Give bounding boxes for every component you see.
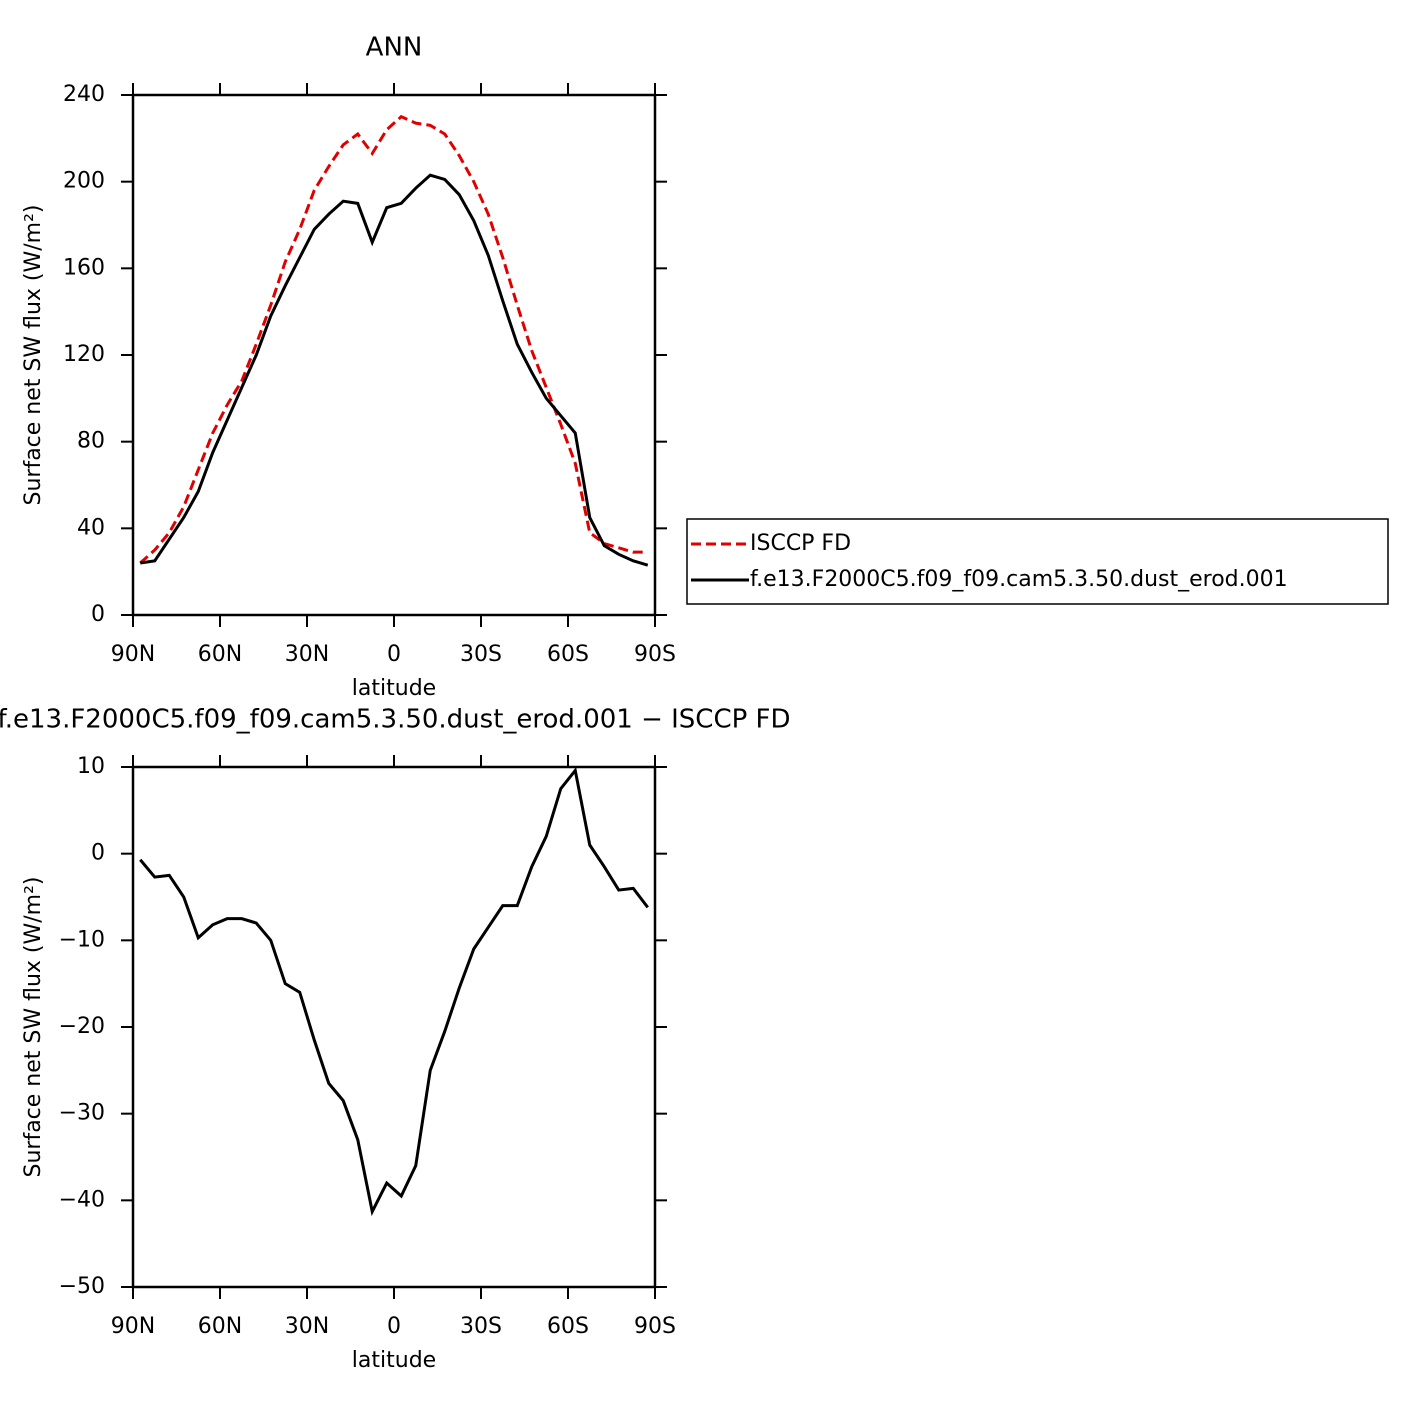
- x-tick-label: 30S: [460, 642, 502, 667]
- series-line: [140, 173, 649, 567]
- legend-box: [686, 518, 1389, 605]
- y-tick-label: −30: [59, 1101, 105, 1126]
- x-tick-label: 30N: [285, 642, 329, 667]
- y-tick-label: 0: [91, 841, 105, 866]
- chart-title: f.e13.F2000C5.f09_f09.cam5.3.50.dust_ero…: [0, 705, 791, 735]
- legend-label: f.e13.F2000C5.f09_f09.cam5.3.50.dust_ero…: [750, 567, 1288, 592]
- x-tick-label: 90S: [634, 1314, 676, 1339]
- x-tick-label: 30N: [285, 1314, 329, 1339]
- y-tick-label: 10: [77, 754, 105, 779]
- x-tick-label: 90N: [111, 1314, 155, 1339]
- series-line: [139, 114, 648, 565]
- y-tick-label: 40: [77, 515, 105, 540]
- x-tick-label: 30S: [460, 1314, 502, 1339]
- y-tick-label: 80: [77, 429, 105, 454]
- y-tick-label: −10: [59, 927, 105, 952]
- y-axis-label: Surface net SW flux (W/m²): [21, 876, 46, 1177]
- y-tick-label: −20: [59, 1014, 105, 1039]
- legend-label: ISCCP FD: [750, 531, 851, 556]
- plot-frame: [131, 765, 657, 1289]
- y-tick-label: 240: [63, 82, 105, 107]
- y-tick-label: 200: [63, 169, 105, 194]
- x-tick-label: 60S: [547, 642, 589, 667]
- plot-frame: [131, 93, 657, 617]
- y-tick-label: −50: [59, 1274, 105, 1299]
- chart-title: ANN: [366, 33, 423, 63]
- x-tick-label: 60S: [547, 1314, 589, 1339]
- x-axis-label: latitude: [352, 676, 436, 701]
- y-axis-label: Surface net SW flux (W/m²): [21, 204, 46, 505]
- y-tick-label: 120: [63, 342, 105, 367]
- y-tick-label: 160: [63, 255, 105, 280]
- y-tick-label: −40: [59, 1187, 105, 1212]
- y-tick-label: 0: [91, 602, 105, 627]
- x-tick-label: 0: [387, 1314, 401, 1339]
- x-tick-label: 0: [387, 642, 401, 667]
- x-axis-label: latitude: [352, 1348, 436, 1373]
- x-tick-label: 90S: [634, 642, 676, 667]
- x-tick-label: 60N: [198, 1314, 242, 1339]
- x-tick-label: 90N: [111, 642, 155, 667]
- x-tick-label: 60N: [198, 642, 242, 667]
- series-line: [139, 766, 649, 1217]
